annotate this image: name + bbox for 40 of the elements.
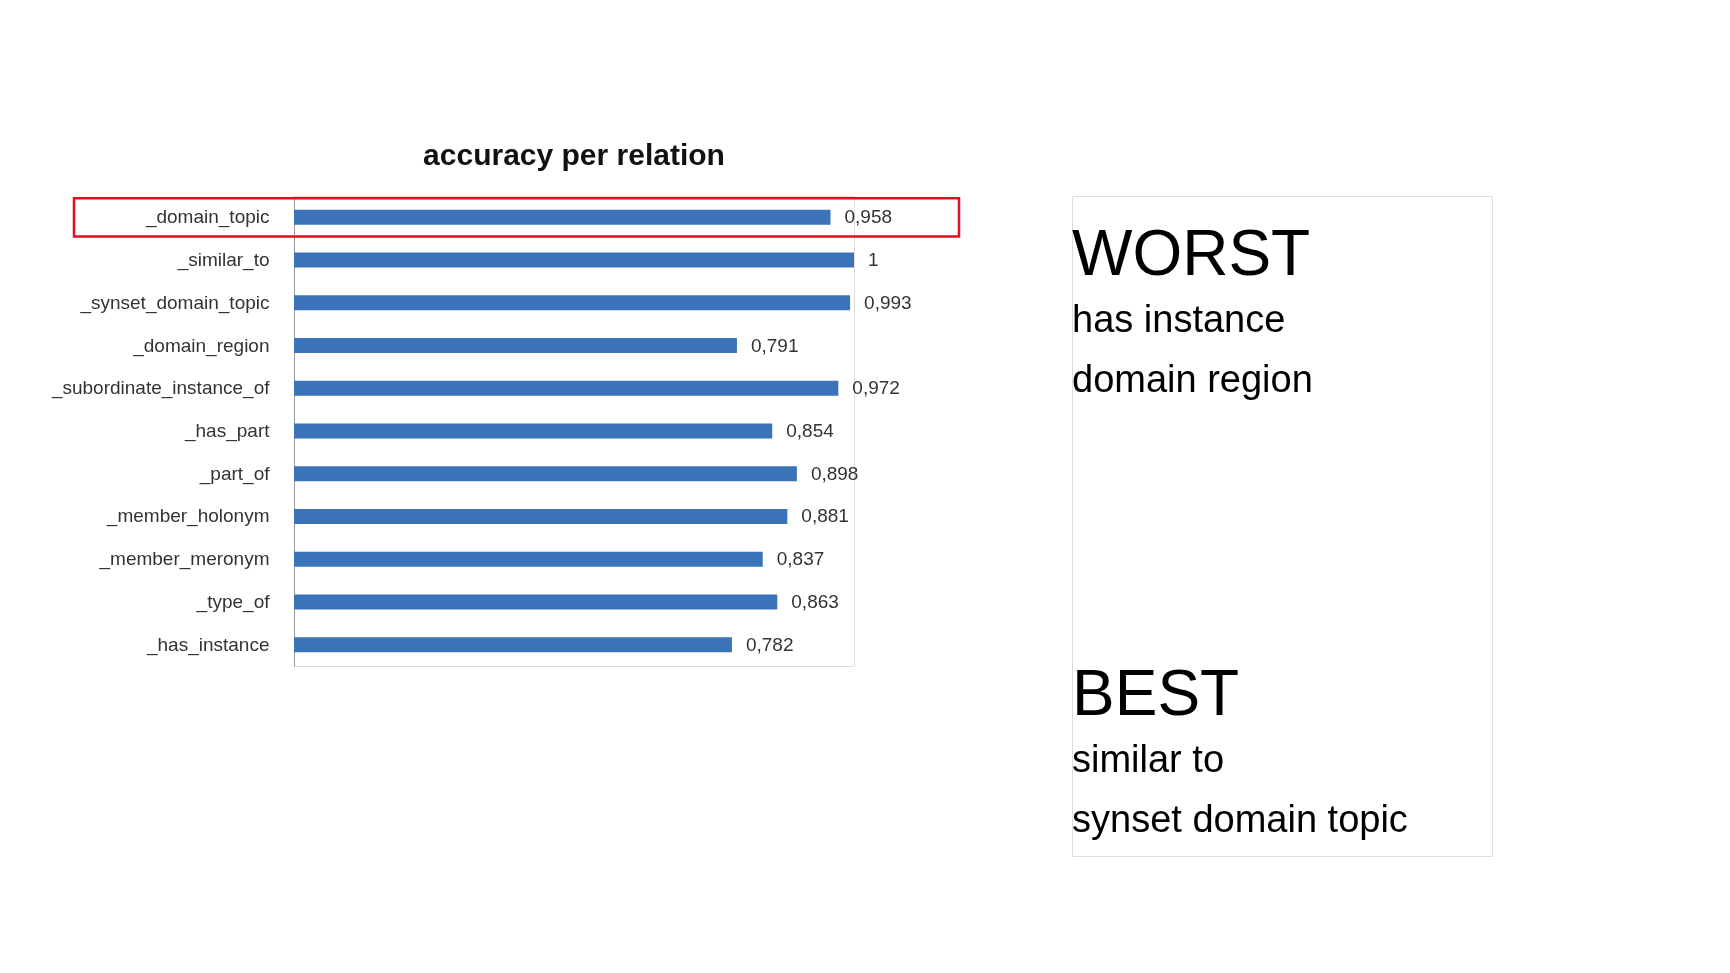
- text: has instance: [1072, 298, 1286, 340]
- data-label: 0,837: [776, 548, 825, 570]
- y-tick-label: _type_of: [195, 590, 271, 613]
- bar: [294, 423, 773, 439]
- data-label: 0,854: [786, 420, 835, 441]
- y-tick-label: _member_holonym: [105, 505, 270, 528]
- bar: [294, 466, 797, 482]
- text: similar to: [1072, 738, 1225, 780]
- text: domain region: [1072, 358, 1313, 400]
- chart-title: accuracy per relation: [423, 138, 725, 171]
- data-label: 0,972: [852, 377, 900, 399]
- y-tick-label: _member_meronym: [98, 548, 270, 571]
- y-tick-label: _synset_domain_topic: [79, 291, 270, 314]
- data-label: 0,881: [801, 505, 849, 527]
- y-tick-label: _has_part: [183, 420, 271, 442]
- bar: [294, 252, 854, 268]
- bar: [294, 551, 763, 567]
- y-tick-label: _similar_to: [176, 249, 270, 272]
- data-label: 1: [868, 249, 879, 271]
- text: WORST: [1072, 217, 1311, 289]
- bar: [294, 594, 778, 610]
- bar: [294, 637, 732, 653]
- data-label: 0,993: [864, 291, 912, 313]
- bar: [294, 380, 839, 396]
- data-label: 0,898: [810, 462, 859, 484]
- text: BEST: [1072, 657, 1240, 729]
- bar: [294, 338, 737, 354]
- y-tick-label: _domain_topic: [144, 206, 270, 229]
- bar: [294, 508, 788, 524]
- y-tick-label: _domain_region: [132, 334, 270, 357]
- data-label: 0,782: [745, 633, 794, 655]
- data-label: 0,958: [844, 206, 893, 228]
- text: synset domain topic: [1072, 798, 1408, 840]
- y-tick-label: _part_of: [198, 462, 271, 485]
- bar: [294, 295, 851, 311]
- data-label: 0,791: [750, 334, 799, 356]
- y-tick-label: _has_instance: [145, 633, 270, 656]
- data-label: 0,863: [791, 590, 839, 612]
- y-tick-label: _subordinate_instance_of: [50, 377, 271, 400]
- bar: [294, 209, 831, 225]
